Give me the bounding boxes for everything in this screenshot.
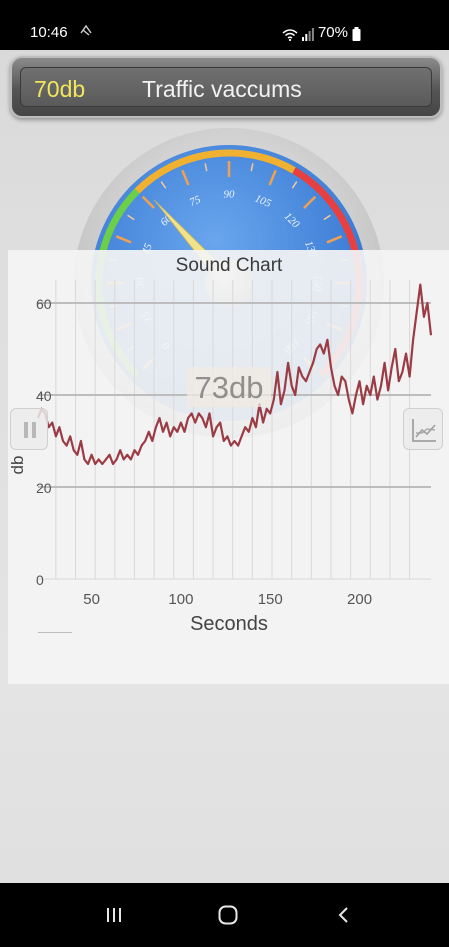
pause-button[interactable]	[10, 408, 48, 450]
chart-x-ticks: 50 100 150 200	[83, 591, 372, 608]
x-tick-label: 200	[347, 591, 372, 608]
x-tick-label: 50	[83, 591, 100, 608]
y-tick-label: 0	[36, 572, 44, 588]
y-tick-label: 40	[36, 388, 52, 404]
y-tick-label: 60	[36, 296, 52, 312]
gauge-reading-layer: 73db	[187, 367, 271, 407]
gauge-arc-segment	[134, 149, 296, 194]
back-icon	[338, 907, 348, 923]
chart-panel	[8, 250, 449, 684]
chart-y-ticks: 0 20 40 60	[36, 296, 52, 588]
y-tick-label: 20	[36, 480, 52, 496]
pause-icon	[24, 422, 36, 438]
recent-apps-button[interactable]	[84, 897, 144, 933]
chart-type-button[interactable]	[403, 408, 443, 450]
gauge-tick	[250, 163, 254, 172]
gauge-tick	[181, 169, 190, 186]
x-tick-label: 100	[168, 591, 193, 608]
gauge-tick	[326, 235, 343, 244]
chart-grid	[38, 280, 431, 580]
gauge-tick	[141, 195, 155, 209]
gauge-tick	[115, 235, 132, 244]
recent-apps-icon	[107, 908, 121, 922]
chart-series-line	[36, 283, 433, 466]
legend-marker	[38, 632, 72, 633]
status-time: 10:46	[30, 24, 68, 41]
status-bar: 10:46 70%	[0, 0, 449, 50]
noise-level-header: 70db Traffic vaccums	[10, 56, 442, 118]
line-chart-icon	[412, 419, 436, 442]
current-db-value: 70db	[34, 76, 86, 102]
noise-description: Traffic vaccums	[142, 76, 302, 102]
battery-icon	[352, 24, 361, 41]
chart-title: Sound Chart	[176, 255, 283, 276]
gauge-tick	[127, 214, 135, 221]
back-button[interactable]	[314, 897, 374, 933]
battery-percent: 70%	[317, 24, 348, 41]
chart-y-label: db	[8, 456, 27, 475]
gauge-reading: 73db	[195, 370, 264, 405]
gauge-tick	[323, 214, 331, 221]
signal-icon	[301, 24, 314, 41]
home-button[interactable]	[198, 897, 258, 933]
home-icon	[218, 905, 238, 925]
gauge-scale-label: 75	[188, 193, 203, 208]
wifi-icon	[282, 24, 298, 41]
gauge-tick	[204, 163, 208, 172]
header-inner-panel	[20, 67, 432, 107]
gauge-tick	[160, 181, 167, 189]
gauge-tick	[291, 181, 298, 189]
gauge-scale-label: 90	[224, 189, 236, 201]
notification-icon	[79, 23, 93, 41]
gauge-reading-box	[187, 367, 271, 407]
navigation-bar	[0, 883, 449, 947]
gauge-tick	[268, 169, 277, 186]
chart-x-label: Seconds	[190, 613, 268, 635]
status-right-group: 70%	[282, 24, 361, 41]
gauge-tick	[303, 195, 317, 209]
x-tick-label: 150	[258, 591, 283, 608]
